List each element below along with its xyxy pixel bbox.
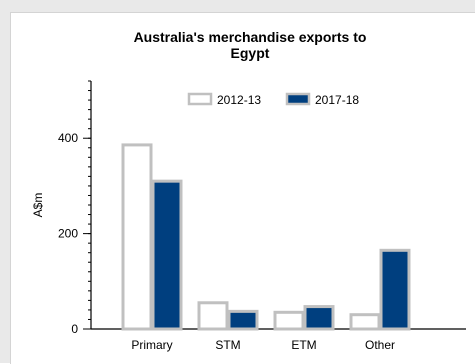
y-axis-label: A$m (31, 193, 45, 218)
chart-title-line-1: Australia's merchandise exports to (133, 29, 367, 45)
bar-other-2012-13 (349, 313, 381, 331)
x-tick-label: ETM (291, 338, 316, 352)
y-tick-label: 0 (71, 322, 78, 336)
bar-stm-2012-13 (197, 301, 229, 331)
bar-etm-2017-18 (303, 305, 335, 331)
legend-swatch (187, 92, 213, 106)
x-tick-label: Other (365, 338, 395, 352)
bar-other-2017-18 (379, 248, 411, 331)
bar-primary-2017-18 (151, 179, 183, 331)
y-tick-label: 200 (58, 227, 78, 241)
legend-label: 2012-13 (217, 93, 261, 107)
legend-swatch (285, 92, 311, 106)
bar-primary-2012-13 (121, 143, 153, 331)
chart-title-line-2: Egypt (230, 45, 270, 61)
y-tick-label: 400 (58, 131, 78, 145)
bar-stm-2017-18 (227, 309, 259, 331)
x-tick-label: STM (215, 338, 240, 352)
bar-etm-2012-13 (273, 310, 305, 331)
x-tick-label: Primary (131, 338, 172, 352)
legend-label: 2017-18 (315, 93, 359, 107)
